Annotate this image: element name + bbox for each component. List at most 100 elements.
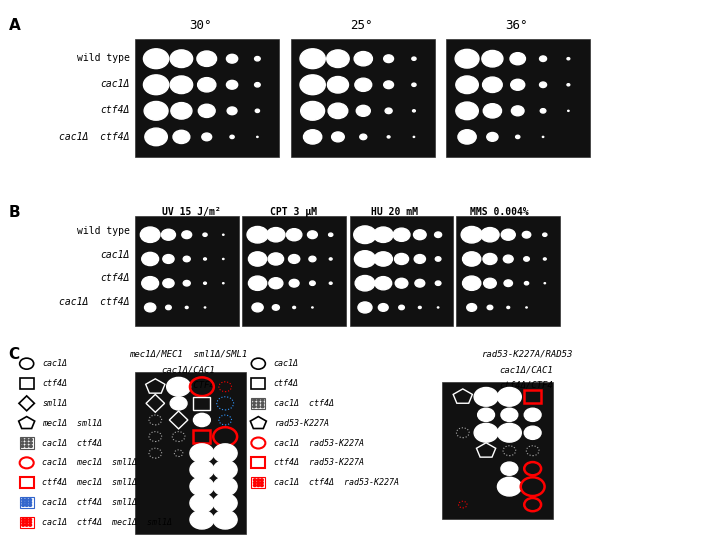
Bar <box>350 216 453 326</box>
Text: ctf4Δ: ctf4Δ <box>100 273 130 283</box>
Circle shape <box>414 255 425 263</box>
Circle shape <box>29 501 32 504</box>
Circle shape <box>249 276 267 290</box>
Circle shape <box>257 484 260 487</box>
Text: wild type: wild type <box>77 53 130 63</box>
Text: cac1Δ/CAC1: cac1Δ/CAC1 <box>161 365 215 374</box>
Circle shape <box>29 442 32 444</box>
Circle shape <box>307 231 317 239</box>
Circle shape <box>467 304 477 311</box>
Circle shape <box>29 524 32 526</box>
Circle shape <box>412 57 416 61</box>
Circle shape <box>25 439 28 441</box>
Circle shape <box>140 227 160 242</box>
Circle shape <box>260 482 263 484</box>
Circle shape <box>289 279 299 287</box>
Circle shape <box>161 229 176 240</box>
Circle shape <box>329 258 332 260</box>
Circle shape <box>354 226 376 244</box>
Bar <box>194 430 211 443</box>
Circle shape <box>143 75 168 95</box>
Circle shape <box>145 128 167 145</box>
Circle shape <box>255 83 260 87</box>
Circle shape <box>198 78 216 92</box>
Circle shape <box>385 108 392 114</box>
Text: mec1Δ/MEC1  sml1Δ/SML1: mec1Δ/MEC1 sml1Δ/SML1 <box>129 350 247 359</box>
Circle shape <box>204 282 206 284</box>
Circle shape <box>166 305 171 310</box>
Circle shape <box>541 109 546 113</box>
Circle shape <box>524 408 541 422</box>
Circle shape <box>261 399 264 401</box>
Circle shape <box>399 305 404 310</box>
Text: sml1Δ: sml1Δ <box>42 399 67 408</box>
Circle shape <box>227 55 238 63</box>
Circle shape <box>183 280 190 286</box>
Circle shape <box>213 494 237 512</box>
Circle shape <box>474 423 498 442</box>
Circle shape <box>474 387 498 406</box>
Circle shape <box>524 426 541 439</box>
Circle shape <box>257 136 258 137</box>
Circle shape <box>21 445 24 447</box>
Circle shape <box>183 256 190 262</box>
Circle shape <box>293 306 296 309</box>
Text: HU 20 mM: HU 20 mM <box>371 207 418 217</box>
Circle shape <box>412 83 416 87</box>
Bar <box>20 437 34 449</box>
Text: ctf4Δ  mec1Δ  sml1Δ: ctf4Δ mec1Δ sml1Δ <box>42 478 137 487</box>
Circle shape <box>257 482 260 484</box>
Bar <box>20 517 34 528</box>
Circle shape <box>25 518 28 521</box>
Circle shape <box>481 228 499 242</box>
Circle shape <box>249 252 267 266</box>
Text: 25°: 25° <box>350 19 373 33</box>
Circle shape <box>29 445 32 447</box>
Circle shape <box>483 253 497 264</box>
Circle shape <box>166 377 190 396</box>
Circle shape <box>359 134 367 139</box>
Text: cac1Δ  ctf4Δ: cac1Δ ctf4Δ <box>42 439 102 447</box>
Circle shape <box>511 79 525 90</box>
Circle shape <box>507 306 510 309</box>
Circle shape <box>463 276 481 290</box>
Circle shape <box>384 81 394 89</box>
Circle shape <box>289 255 300 263</box>
Text: cac1Δ: cac1Δ <box>42 359 67 368</box>
Bar <box>291 39 435 157</box>
Circle shape <box>194 413 211 426</box>
Circle shape <box>22 504 25 506</box>
Circle shape <box>253 402 256 404</box>
Text: B: B <box>8 205 20 220</box>
Circle shape <box>190 461 214 479</box>
Circle shape <box>256 109 260 112</box>
Text: 30°: 30° <box>189 19 211 33</box>
Circle shape <box>437 307 439 308</box>
Circle shape <box>327 77 348 93</box>
Circle shape <box>204 307 206 308</box>
Circle shape <box>512 106 524 116</box>
Text: wild type: wild type <box>77 226 130 236</box>
Text: rad53-K227A/RAD53: rad53-K227A/RAD53 <box>481 350 572 359</box>
Circle shape <box>190 477 214 496</box>
Text: cac1Δ  ctf4Δ  sml1Δ: cac1Δ ctf4Δ sml1Δ <box>42 498 137 507</box>
Text: ctf4Δ/CTF4: ctf4Δ/CTF4 <box>500 381 553 390</box>
Circle shape <box>300 101 324 120</box>
Circle shape <box>252 303 263 312</box>
Bar <box>20 477 34 488</box>
Circle shape <box>393 228 410 241</box>
Circle shape <box>435 232 442 237</box>
Text: cac1Δ  ctf4Δ  mec1Δ  sml1Δ: cac1Δ ctf4Δ mec1Δ sml1Δ <box>42 518 172 527</box>
Bar <box>456 216 560 326</box>
Circle shape <box>182 231 192 239</box>
Circle shape <box>255 57 260 61</box>
Text: cac1Δ  mec1Δ  sml1Δ: cac1Δ mec1Δ sml1Δ <box>42 458 137 467</box>
Circle shape <box>203 233 207 236</box>
Circle shape <box>312 307 313 308</box>
Circle shape <box>355 52 373 66</box>
Circle shape <box>286 229 302 241</box>
Circle shape <box>483 104 501 118</box>
Circle shape <box>463 252 481 266</box>
Circle shape <box>173 130 190 143</box>
Circle shape <box>522 231 531 238</box>
